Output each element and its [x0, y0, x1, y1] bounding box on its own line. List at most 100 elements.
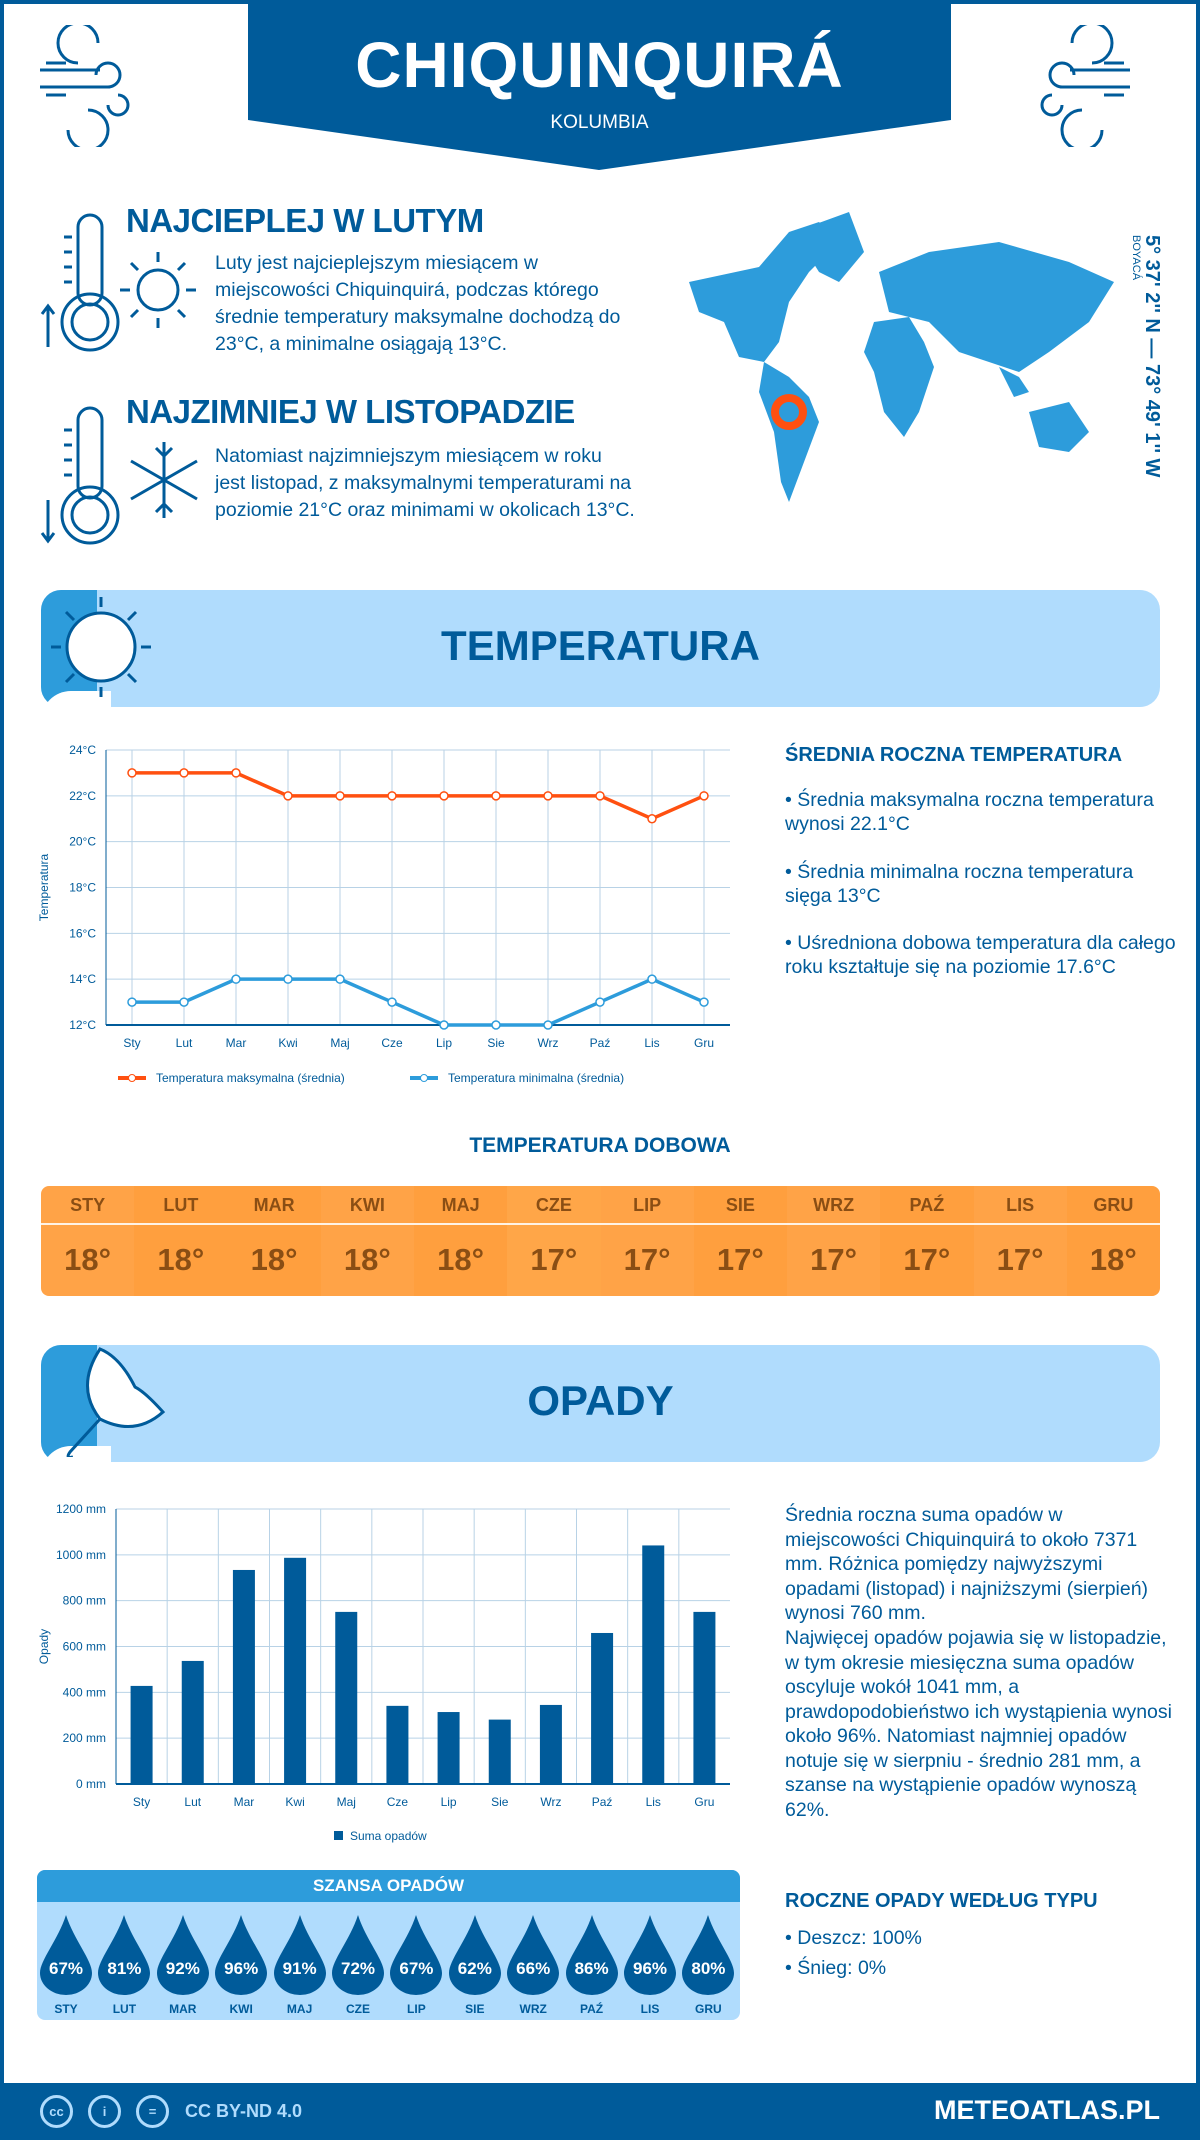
y-tick-label: 1200 mm — [56, 1502, 106, 1516]
bar — [284, 1557, 307, 1784]
x-tick-label: Lut — [184, 1795, 201, 1809]
x-tick-label: Gru — [694, 1036, 714, 1050]
daily-temp-value: 17° — [810, 1242, 858, 1277]
data-point — [179, 768, 189, 778]
month-label: KWI — [320, 1186, 414, 1225]
data-point — [387, 791, 397, 801]
rain-drop: 81% LUT — [98, 1915, 151, 2016]
umbrella-icon — [66, 1347, 166, 1457]
month-label: WRZ — [519, 2002, 547, 2016]
rain-drop: 67% STY — [40, 1915, 92, 2016]
bar — [335, 1611, 358, 1784]
daily-temp-column: STY 18° — [41, 1186, 135, 1296]
x-tick-label: Sie — [487, 1036, 505, 1050]
month-label: MAJ — [286, 2002, 313, 2016]
month-label: MAR — [227, 1186, 321, 1225]
legend-label: Suma opadów — [350, 1829, 427, 1843]
temperature-title: TEMPERATURA — [441, 622, 760, 669]
sun-icon — [51, 597, 151, 697]
y-axis-label: Opady — [37, 1629, 51, 1664]
data-point — [335, 974, 345, 984]
chance-value: 80% — [691, 1959, 726, 1978]
data-point — [179, 997, 189, 1007]
x-tick-label: Cze — [387, 1795, 409, 1809]
x-tick-label: Lis — [646, 1795, 661, 1809]
coldest-text: Natomiast najzimniejszym miesiącem w rok… — [215, 445, 635, 521]
chance-value: 96% — [224, 1959, 259, 1978]
x-tick-label: Lis — [644, 1036, 659, 1050]
drop-icon — [98, 1915, 151, 1995]
data-point — [491, 791, 501, 801]
x-tick-label: Lip — [436, 1036, 452, 1050]
annual-temp-bullet: • Średnia minimalna roczna temperatura s… — [785, 861, 1134, 907]
month-label: LIS — [973, 1186, 1067, 1225]
daily-temp-column: SIE 17° — [693, 1186, 787, 1296]
daily-temp-value: 18° — [64, 1242, 112, 1277]
drop-icon — [156, 1915, 209, 1995]
y-tick-label: 400 mm — [63, 1685, 106, 1699]
precip-type-snow: • Śnieg: 0% — [785, 1957, 887, 1979]
data-point — [127, 768, 137, 778]
bar — [591, 1632, 614, 1784]
region-name: BOYACÁ — [1130, 235, 1142, 281]
y-tick-label: 1000 mm — [56, 1548, 106, 1562]
series-line — [132, 977, 705, 1027]
bar — [693, 1611, 716, 1784]
chance-value: 62% — [457, 1959, 492, 1978]
month-label: LUT — [112, 2002, 137, 2016]
x-tick-label: Kwi — [278, 1036, 297, 1050]
y-axis-label: Temperatura — [37, 853, 51, 921]
rain-drop: 92% MAR — [156, 1915, 209, 2016]
month-label: MAR — [169, 2002, 197, 2016]
legend-label: Temperatura maksymalna (średnia) — [156, 1071, 345, 1085]
snowflake-icon — [130, 442, 198, 518]
y-tick-label: 800 mm — [63, 1594, 106, 1608]
month-label: LIP — [600, 1186, 694, 1225]
no-derivatives-icon: = — [136, 2095, 169, 2128]
month-label: LIP — [407, 2002, 426, 2016]
legend-swatch — [334, 1831, 343, 1840]
data-point — [439, 1020, 449, 1030]
data-point — [491, 1020, 501, 1030]
license-link[interactable]: CC BY-ND 4.0 — [185, 2101, 303, 2121]
daily-temp-value: 18° — [343, 1242, 391, 1277]
drop-icon — [624, 1915, 676, 1995]
bar — [130, 1685, 153, 1784]
daily-temp-column: CZE 17° — [507, 1186, 601, 1296]
daily-temp-value: 18° — [437, 1242, 485, 1277]
y-tick-label: 14°C — [69, 972, 96, 986]
data-point — [127, 997, 137, 1007]
bar — [386, 1705, 409, 1784]
drop-icon — [215, 1915, 268, 1995]
warmest-heading: NAJCIEPLEJ W LUTYM — [126, 202, 484, 239]
y-tick-label: 16°C — [69, 926, 96, 940]
precipitation-banner: OPADY — [41, 1345, 1160, 1482]
rain-drop: 96% LIS — [624, 1915, 676, 2016]
rain-drop: 66% WRZ — [507, 1915, 560, 2016]
daily-temp-column: KWI 18° — [320, 1186, 414, 1296]
chance-value: 72% — [340, 1959, 376, 1978]
month-label: SIE — [465, 2002, 485, 2016]
precipitation-text-2: Najwięcej opadów pojawia się w listopadz… — [785, 1627, 1172, 1821]
site-link[interactable]: METEOATLAS.PL — [934, 2095, 1160, 2125]
daily-temp-value: 17° — [903, 1242, 951, 1277]
x-tick-label: Paź — [592, 1795, 613, 1809]
precipitation-chance-panel: SZANSA OPADÓW 67% STY 81% LUT 92% MAR 96% KWI 91… — [37, 1870, 740, 2020]
month-label: LIS — [640, 2002, 660, 2016]
month-label: GRU — [1066, 1186, 1160, 1225]
data-point — [595, 997, 605, 1007]
coordinates: 5° 37' 2'' N — 73° 49' 1'' W — [1141, 235, 1163, 478]
daily-temp-value: 18° — [1089, 1242, 1137, 1277]
month-label: CZE — [507, 1186, 601, 1225]
month-label: LUT — [134, 1186, 228, 1225]
data-point — [335, 791, 345, 801]
bar — [642, 1545, 665, 1784]
data-point — [647, 974, 657, 984]
y-tick-label: 24°C — [69, 743, 96, 757]
daily-temp-value: 17° — [623, 1242, 671, 1277]
daily-temp-table: STY 18° LUT 18° MAR 18° KWI 18° MAJ 18° CZE 17° LIP 1… — [41, 1186, 1160, 1296]
month-label: CZE — [346, 2002, 370, 2016]
data-point — [647, 814, 657, 824]
data-point — [699, 997, 709, 1007]
x-tick-label: Gru — [694, 1795, 714, 1809]
